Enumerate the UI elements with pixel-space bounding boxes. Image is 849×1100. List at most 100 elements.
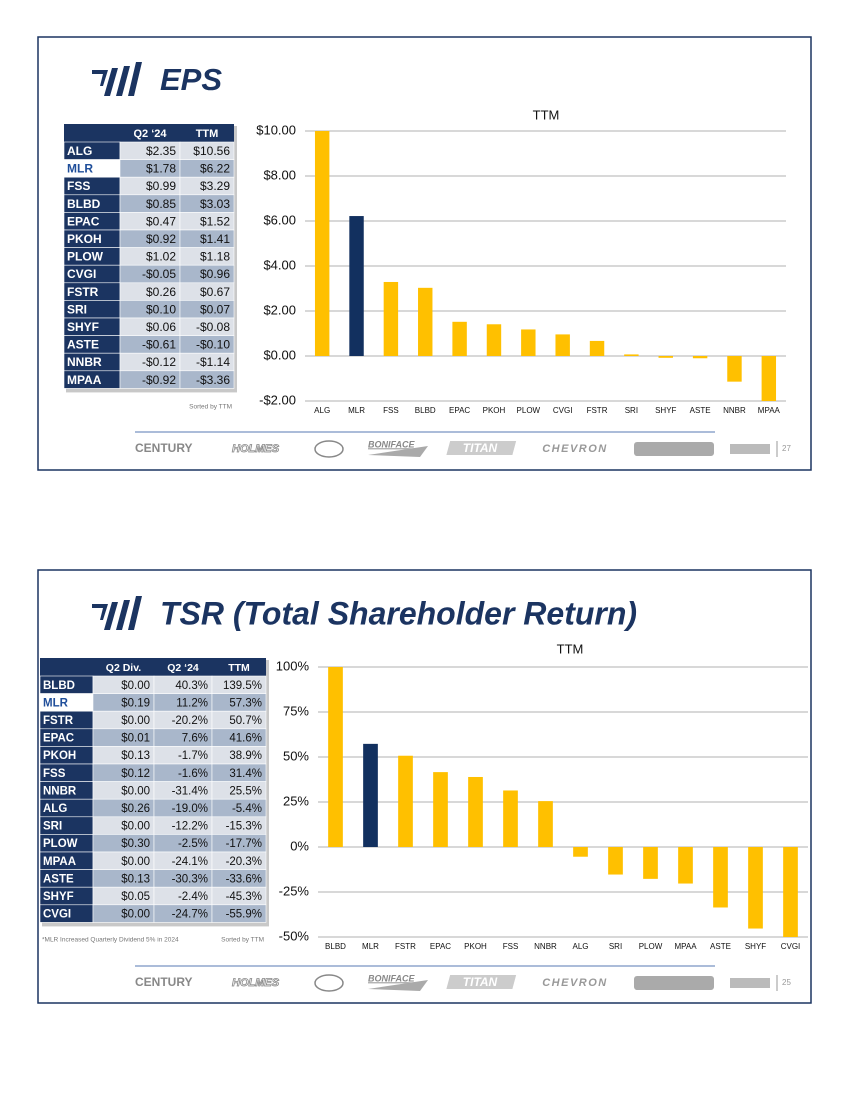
logo-mark [92,596,142,630]
table-cell: -31.4% [172,785,208,797]
y-tick-label: -25% [279,883,310,898]
bar [624,354,639,356]
logo-oval [314,440,344,458]
y-tick-label: $0.00 [263,347,296,362]
x-tick-label: FSTR [395,942,416,951]
table-header [64,124,234,142]
logo-titan: TITAN [463,441,498,455]
table-cell: -2.5% [178,838,208,850]
sort-note: Sorted by TTM [221,937,264,944]
bar [433,772,448,847]
table-cell: -$0.92 [142,373,176,387]
table-header-cell: TTM [228,662,250,674]
table-cell: -$1.14 [196,355,230,369]
x-tick-label: CVGI [781,942,801,951]
table-row-label: SHYF [67,320,99,334]
x-tick-label: EPAC [430,942,451,951]
x-tick-label: FSTR [587,406,608,415]
x-tick-label: PLOW [639,942,663,951]
table-cell: $0.85 [146,197,176,211]
x-tick-label: MLR [348,406,365,415]
logo-boniface: BONIFACE [368,973,416,983]
table-row-label: FSTR [67,285,99,299]
footnote: *MLR Increased Quarterly Dividend 5% in … [42,937,179,944]
logo-century: CENTURY [135,441,193,455]
table-cell: $0.00 [121,785,150,797]
table-cell: 38.9% [229,750,262,762]
table-cell: $1.18 [200,250,230,264]
table-row-label: FSTR [43,715,74,727]
bar [748,847,763,929]
table-row-label: MLR [43,697,69,709]
table-cell: $0.30 [121,838,150,850]
x-tick-label: MLR [362,942,379,951]
bar [573,847,588,857]
table-cell: -33.6% [226,873,262,885]
table-cell: $0.07 [200,302,230,316]
bar [555,334,570,356]
logo-jigg [634,442,714,456]
logo-small [730,444,770,454]
table-row-label: PKOH [43,750,76,762]
table-row-label: NNBR [43,785,77,797]
table-row-label: PLOW [67,250,104,264]
y-tick-label: -50% [279,928,310,943]
x-tick-label: NNBR [534,942,557,951]
table-cell: $0.19 [121,697,150,709]
bar [486,324,502,356]
table-cell: $1.78 [146,162,176,176]
x-tick-label: EPAC [449,406,470,415]
logo-titan: TITAN [463,975,498,989]
bar [692,356,708,359]
logo-boniface: BONIFACE [368,439,416,449]
y-tick-label: $2.00 [263,302,296,317]
table-cell: 11.2% [176,697,208,709]
bar [452,321,467,356]
table-cell: -55.9% [226,909,262,921]
table-cell: $2.35 [146,144,176,158]
logo-chevron: CHEVRON [542,443,608,455]
bar [608,847,623,875]
logo-small [730,978,770,988]
y-tick-label: 25% [283,793,309,808]
table-row-label: ASTE [67,338,99,352]
table-row-label: ASTE [43,873,74,885]
table-cell: $0.99 [146,179,176,193]
table-cell: 50.7% [229,715,262,727]
bar [314,131,330,357]
y-tick-label: 0% [290,838,309,853]
page-number: 27 [782,444,791,453]
table-row-label: FSS [43,768,66,780]
table-cell: 40.3% [175,680,208,692]
y-tick-label: $10.00 [256,122,296,137]
table-row-label: EPAC [67,214,100,228]
table-cell: -45.3% [226,891,262,903]
table-row-label: BLBD [43,680,75,692]
bar [538,801,553,847]
table-cell: $0.26 [121,803,150,815]
x-tick-label: SHYF [745,942,766,951]
table-cell: -$3.36 [196,373,230,387]
table-cell: -2.4% [178,891,208,903]
table-row-label: CVGI [67,267,96,281]
bar [468,776,483,847]
x-tick-label: PKOH [464,942,487,951]
table-cell: $0.01 [121,733,150,745]
table-cell: $0.05 [121,891,150,903]
logo-boniface-swoosh [368,446,428,457]
table-row-label: PLOW [43,838,78,850]
bar [398,755,413,847]
logo-chevron: CHEVRON [542,977,608,989]
table-header-cell: Q2 ‘24 [133,128,167,140]
bar [383,281,399,356]
table-cell: $0.00 [121,821,150,833]
bar [418,287,433,356]
sort-note: Sorted by TTM [189,404,232,411]
y-tick-label: -$2.00 [259,392,296,407]
table-row-label: PKOH [67,232,102,246]
table-cell: -20.2% [172,715,208,727]
bar [328,667,343,847]
table-cell: $0.96 [200,267,230,281]
table-cell: $3.03 [200,197,230,211]
x-tick-label: ALG [314,406,330,415]
